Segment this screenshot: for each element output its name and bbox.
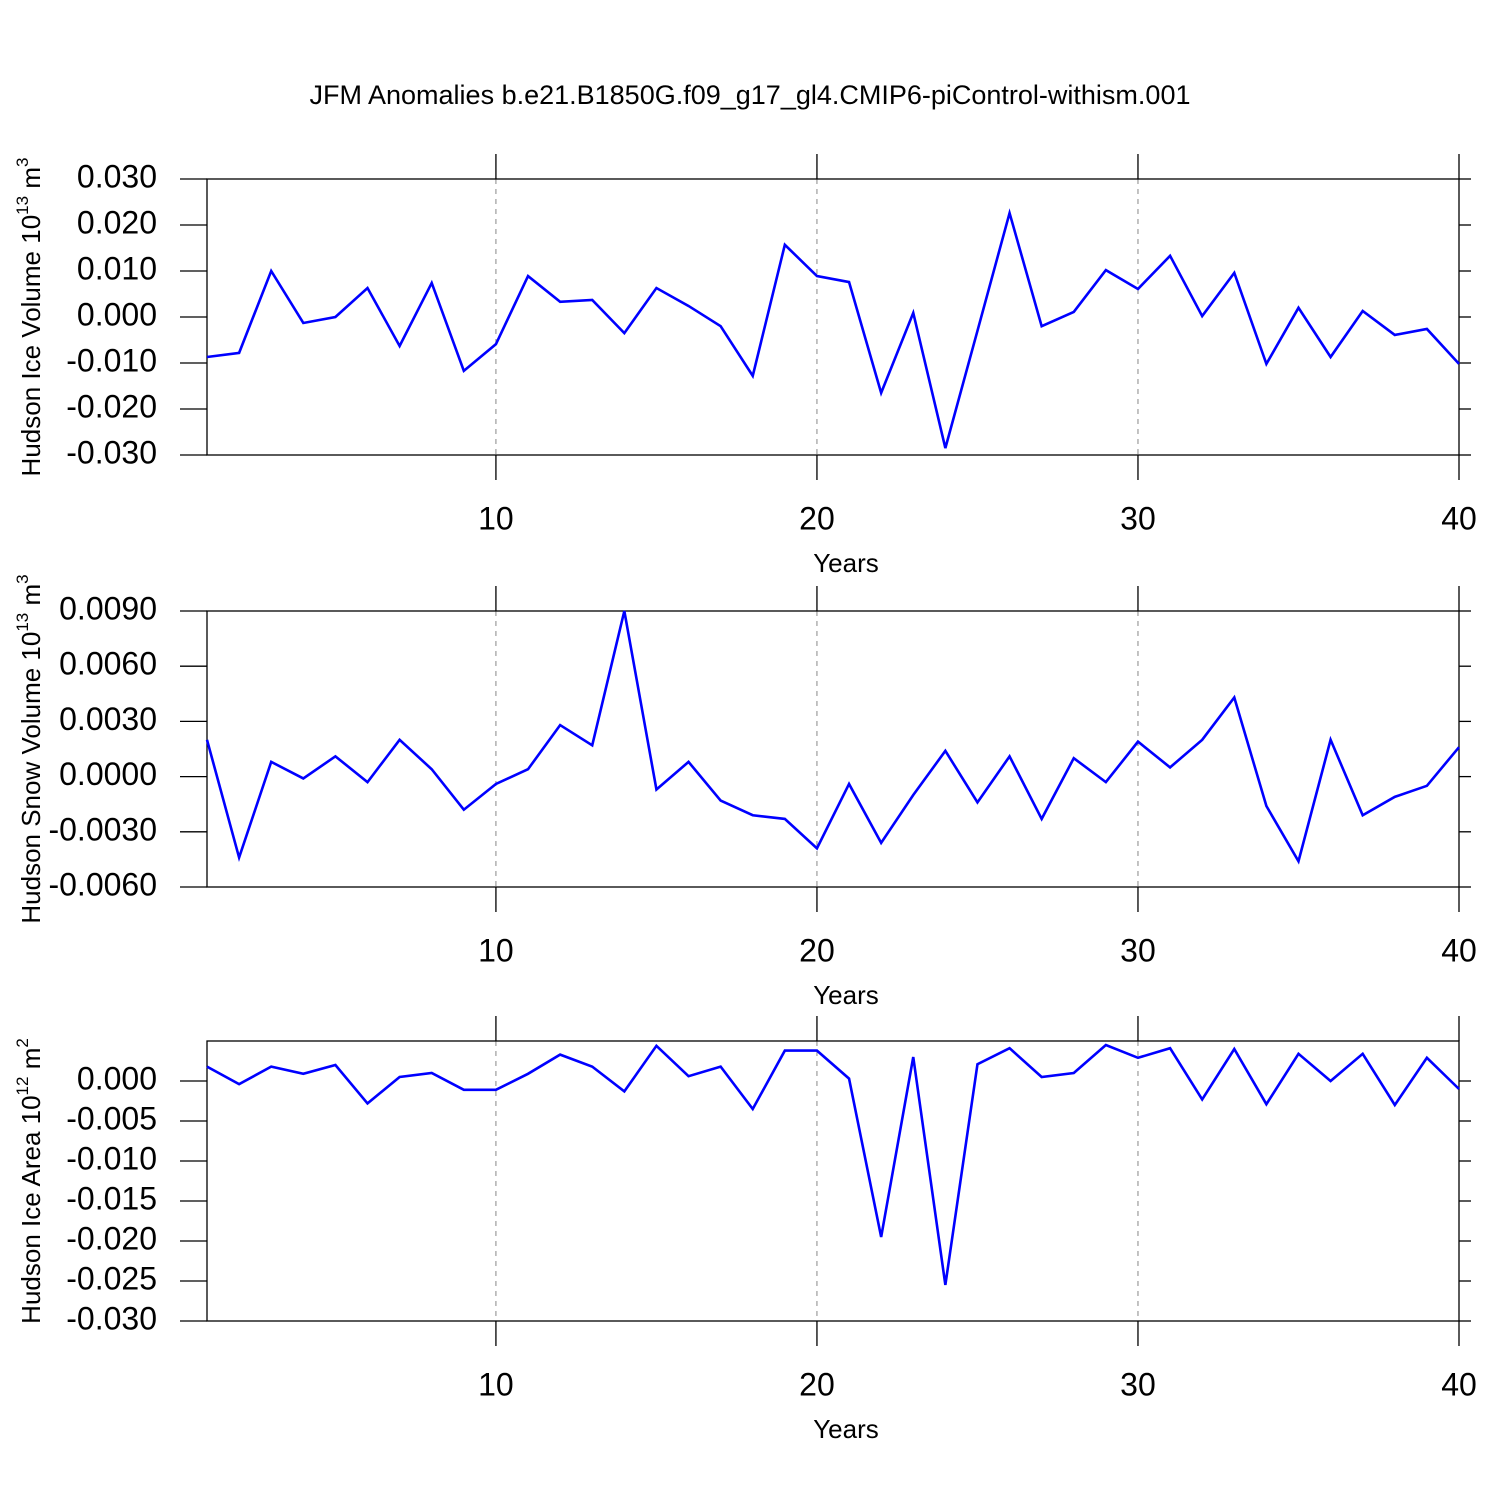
y-tick-label: -0.015 bbox=[66, 1180, 157, 1216]
x-tick-label: 40 bbox=[1441, 500, 1477, 536]
y-tick-label: -0.010 bbox=[66, 1140, 157, 1176]
y-axis-label: Hudson Ice Volume 1013 m3 bbox=[13, 158, 46, 477]
y-tick-label: -0.030 bbox=[66, 1300, 157, 1336]
y-axis-label-unit-exponent: 2 bbox=[13, 1038, 32, 1047]
x-tick-label: 20 bbox=[799, 1366, 835, 1402]
y-tick-label: 0.010 bbox=[77, 250, 157, 286]
y-tick-label: -0.010 bbox=[66, 342, 157, 378]
x-axis-label: Years bbox=[813, 980, 879, 1010]
data-line bbox=[206, 1043, 1460, 1286]
y-axis-label-unit: m bbox=[16, 584, 46, 613]
x-tick-label: 40 bbox=[1441, 1366, 1477, 1402]
data-line bbox=[206, 208, 1460, 449]
x-tick-label: 30 bbox=[1120, 1366, 1156, 1402]
x-axis-label: Years bbox=[813, 548, 879, 578]
y-tick-label: 0.0030 bbox=[59, 701, 157, 737]
y-tick-label: -0.030 bbox=[66, 434, 157, 470]
data-line bbox=[205, 610, 1460, 865]
plot-frame bbox=[206, 1040, 1460, 1322]
x-tick-label: 20 bbox=[799, 932, 835, 968]
y-tick-label: 0.0090 bbox=[59, 590, 157, 626]
y-tick-label: -0.005 bbox=[66, 1100, 157, 1136]
x-tick-label: 30 bbox=[1120, 500, 1156, 536]
y-axis-label-unit-exponent: 3 bbox=[13, 158, 32, 167]
y-tick-label: 0.000 bbox=[77, 296, 157, 332]
y-axis-label-unit-exponent: 3 bbox=[13, 574, 32, 583]
y-tick-label: -0.025 bbox=[66, 1260, 157, 1296]
y-axis-label: Hudson Ice Area 1012 m2 bbox=[13, 1038, 46, 1324]
x-tick-label: 30 bbox=[1120, 932, 1156, 968]
x-tick-label: 10 bbox=[478, 1366, 514, 1402]
y-axis-label: Hudson Snow Volume 1013 m3 bbox=[13, 574, 46, 923]
y-axis-label-text: Hudson Snow Volume 10 bbox=[16, 632, 46, 924]
y-axis-label-text: Hudson Ice Volume 10 bbox=[16, 215, 46, 477]
y-axis-label-unit: m bbox=[16, 1048, 46, 1077]
y-tick-label: -0.020 bbox=[66, 388, 157, 424]
y-tick-label: -0.0060 bbox=[48, 866, 157, 902]
y-tick-label: 0.0060 bbox=[59, 646, 157, 682]
x-tick-label: 20 bbox=[799, 500, 835, 536]
y-tick-label: 0.030 bbox=[77, 158, 157, 194]
y-tick-label: 0.0000 bbox=[59, 756, 157, 792]
x-tick-label: 10 bbox=[478, 500, 514, 536]
figure-title: JFM Anomalies b.e21.B1850G.f09_g17_gl4.C… bbox=[310, 80, 1191, 110]
y-axis-label-exponent: 13 bbox=[13, 196, 32, 215]
y-tick-label: 0.020 bbox=[77, 204, 157, 240]
y-tick-label: 0.000 bbox=[77, 1060, 157, 1096]
y-axis-label-text: Hudson Ice Area 10 bbox=[16, 1095, 46, 1323]
y-axis-label-unit: m bbox=[16, 167, 46, 196]
y-tick-label: -0.0030 bbox=[48, 811, 157, 847]
plot-frame bbox=[206, 178, 1460, 456]
y-axis-label-exponent: 12 bbox=[13, 1077, 32, 1096]
x-tick-label: 40 bbox=[1441, 932, 1477, 968]
x-tick-label: 10 bbox=[478, 932, 514, 968]
x-axis-label: Years bbox=[813, 1414, 879, 1444]
y-tick-label: -0.020 bbox=[66, 1220, 157, 1256]
y-axis-label-exponent: 13 bbox=[13, 613, 32, 632]
